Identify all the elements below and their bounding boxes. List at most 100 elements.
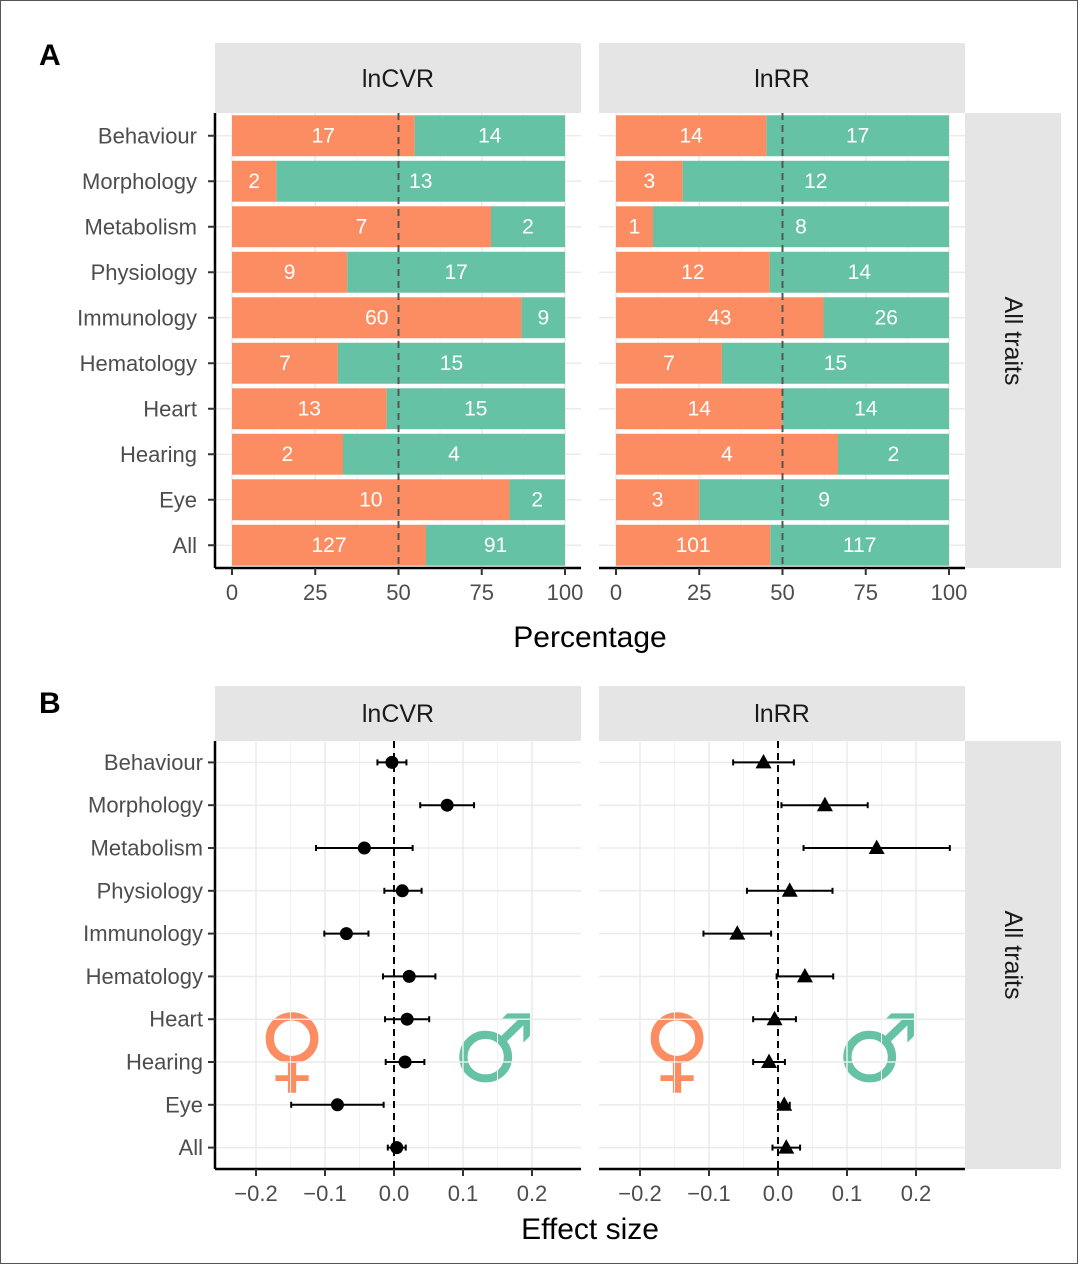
x-tick-label-a-0-1: 25 [303, 580, 327, 605]
bar-female-lnrr-eye [616, 479, 700, 521]
y-tick-label-a-hematology: Hematology [80, 351, 197, 376]
bar-female-lncvr-immunology [232, 297, 522, 339]
y-tick-label-a-immunology: Immunology [77, 305, 197, 330]
y-tick-label-b-metabolism: Metabolism [91, 836, 203, 861]
point-lncvr-physiology [395, 884, 409, 898]
bar-female-lncvr-hematology [232, 342, 338, 384]
bar-male-lncvr-immunology [521, 297, 565, 339]
bar-label-female-lncvr-eye: 10 [359, 488, 382, 511]
x-tick-label-a-1-4: 100 [931, 580, 968, 605]
y-tick-label-a-metabolism: Metabolism [85, 214, 197, 239]
y-tick-label-b-physiology: Physiology [97, 878, 203, 903]
x-tick-label-b-1-2: 0.0 [763, 1181, 794, 1206]
female-symbol-icon: ♀ [258, 995, 327, 1104]
strip-b-left [215, 686, 581, 741]
bar-label-female-lnrr-immunology: 43 [708, 306, 731, 329]
bar-label-female-lncvr-heart: 13 [298, 397, 321, 420]
y-tick-label-a-behaviour: Behaviour [98, 123, 197, 148]
x-tick-label-b-0-2: 0.0 [379, 1181, 410, 1206]
point-lnrr-behaviour [755, 754, 772, 769]
bar-male-lncvr-eye [509, 479, 565, 521]
x-tick-label-b-1-1: −0.1 [687, 1181, 730, 1206]
y-tick-label-b-morphology: Morphology [88, 793, 203, 818]
bar-female-lncvr-physiology [232, 251, 348, 293]
y-tick-label-b-all: All [179, 1135, 203, 1160]
x-tick-label-a-1-2: 50 [770, 580, 794, 605]
bar-female-lnrr-physiology [616, 251, 770, 293]
strip-b-side [965, 741, 1061, 1169]
bar-label-male-lncvr-physiology: 17 [444, 261, 467, 284]
point-lncvr-hematology [402, 969, 416, 983]
bar-male-lnrr-heart [782, 388, 949, 430]
strip-a-left-label: lnCVR [362, 65, 434, 93]
point-lnrr-physiology [781, 882, 798, 897]
female-symbol-icon-right: ♀ [643, 995, 712, 1104]
x-axis-title-b: Effect size [521, 1213, 659, 1246]
bar-female-lncvr-metabolism [232, 206, 491, 248]
y-tick-label-a-all: All [173, 533, 197, 558]
bar-female-lncvr-all [232, 524, 426, 566]
bar-label-female-lnrr-morphology: 3 [643, 170, 655, 193]
bar-label-male-lncvr-metabolism: 2 [522, 215, 534, 238]
bar-label-female-lnrr-heart: 14 [688, 397, 712, 420]
bar-label-female-lncvr-physiology: 9 [284, 261, 296, 284]
bar-male-lnrr-hearing [838, 433, 949, 475]
x-tick-label-a-1-0: 0 [610, 580, 622, 605]
y-tick-label-a-eye: Eye [159, 487, 197, 512]
point-lncvr-behaviour [385, 755, 399, 769]
y-tick-label-b-behaviour: Behaviour [104, 750, 203, 775]
bar-female-lncvr-hearing [232, 433, 343, 475]
bar-label-female-lncvr-hearing: 2 [282, 443, 294, 466]
bar-label-male-lncvr-behaviour: 14 [478, 124, 502, 147]
male-symbol-icon: ♂ [452, 995, 536, 1104]
bar-male-lnrr-immunology [823, 297, 949, 339]
bar-female-lnrr-all [616, 524, 771, 566]
bar-label-female-lncvr-hematology: 7 [279, 352, 291, 375]
x-tick-label-b-0-1: −0.1 [303, 1181, 346, 1206]
point-lncvr-eye [330, 1098, 344, 1112]
bar-label-female-lnrr-metabolism: 1 [629, 215, 641, 238]
strip-b-side-label: All traits [999, 911, 1027, 1000]
x-tick-label-b-0-4: 0.2 [517, 1181, 548, 1206]
panel-a-letter: A [39, 39, 61, 72]
strip-a-right-label: lnRR [754, 65, 810, 93]
bar-male-lncvr-morphology [276, 160, 565, 202]
bar-female-lnrr-morphology [616, 160, 683, 202]
bar-female-lnrr-hematology [616, 342, 722, 384]
bar-label-female-lnrr-all: 101 [676, 534, 711, 557]
bar-label-male-lnrr-heart: 14 [854, 397, 878, 420]
bar-label-female-lnrr-physiology: 12 [681, 261, 704, 284]
strip-a-side-label: All traits [999, 297, 1027, 386]
bar-male-lnrr-morphology [682, 160, 949, 202]
x-tick-label-a-0-0: 0 [226, 580, 238, 605]
bar-male-lncvr-hematology [337, 342, 565, 384]
strip-b-left-label: lnCVR [362, 700, 434, 728]
bar-label-male-lnrr-immunology: 26 [875, 306, 898, 329]
y-tick-label-a-morphology: Morphology [82, 169, 197, 194]
strip-b-right [599, 686, 965, 741]
y-tick-label-b-heart: Heart [149, 1007, 203, 1032]
bar-label-male-lnrr-morphology: 12 [804, 170, 827, 193]
point-lncvr-hearing [398, 1055, 412, 1069]
bar-label-male-lnrr-eye: 9 [818, 488, 830, 511]
bar-female-lnrr-behaviour [616, 115, 767, 157]
strip-a-right [599, 43, 965, 113]
bar-label-male-lnrr-metabolism: 8 [795, 215, 807, 238]
y-tick-label-b-hearing: Hearing [126, 1050, 203, 1075]
bar-female-lnrr-immunology [616, 297, 824, 339]
y-tick-label-b-eye: Eye [165, 1092, 203, 1117]
bar-label-male-lncvr-immunology: 9 [537, 306, 549, 329]
bar-label-female-lnrr-behaviour: 14 [680, 124, 704, 147]
bar-label-male-lncvr-hematology: 15 [440, 352, 463, 375]
x-tick-label-b-0-3: 0.1 [448, 1181, 479, 1206]
bar-female-lncvr-eye [232, 479, 510, 521]
bar-male-lncvr-heart [386, 388, 565, 430]
bar-label-female-lnrr-hearing: 4 [721, 443, 733, 466]
point-lnrr-metabolism [868, 839, 885, 854]
bar-label-male-lncvr-morphology: 13 [409, 170, 432, 193]
point-lnrr-heart [766, 1010, 783, 1026]
strip-a-side [965, 113, 1061, 568]
